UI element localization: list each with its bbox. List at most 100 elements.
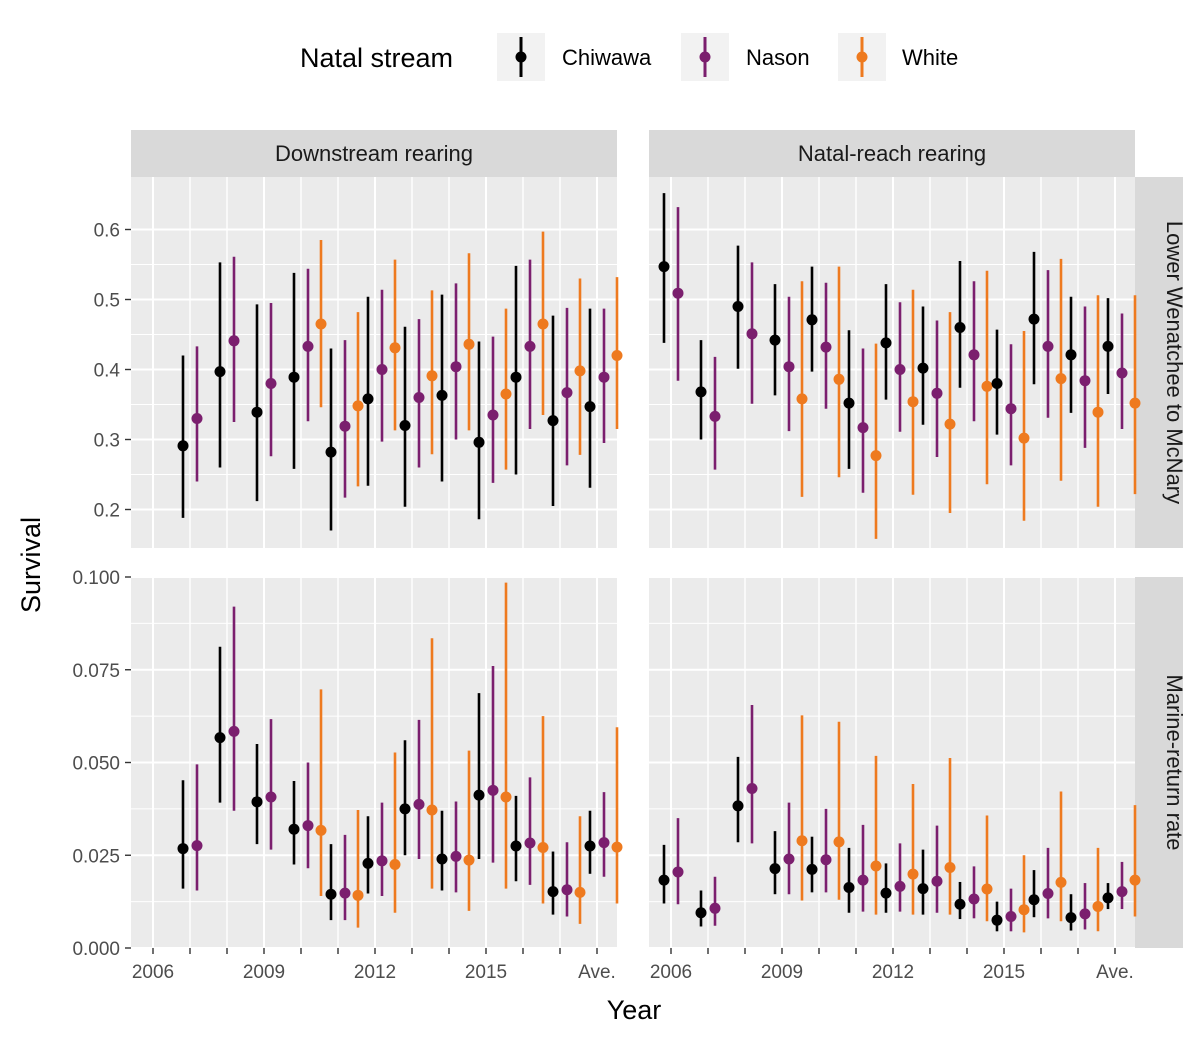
data-point-white-2016 bbox=[537, 841, 549, 853]
data-point-chiwawa-2006 bbox=[658, 874, 670, 886]
y-tick-label: 0.3 bbox=[94, 431, 120, 452]
legend: Natal stream Chiwawa Nason White bbox=[300, 33, 958, 81]
data-point-white-2017 bbox=[574, 365, 586, 377]
data-point-white-2013 bbox=[944, 861, 956, 873]
data-point-chiwawa-2014 bbox=[436, 389, 448, 401]
data-point-chiwawa-2016 bbox=[1028, 894, 1040, 906]
facet-panels: Downstream rearing Natal-reach rearing Low… bbox=[72, 130, 1187, 983]
data-point-white-2016 bbox=[1055, 373, 1067, 385]
data-point-nason-2007 bbox=[191, 840, 203, 852]
data-downstream-rearing-marine-return-rate bbox=[177, 582, 623, 928]
x-tick-label: Ave. bbox=[578, 962, 616, 983]
data-point-nason-2007 bbox=[191, 413, 203, 424]
data-point-chiwawa-2017 bbox=[1065, 349, 1077, 361]
data-point-white-2009 bbox=[796, 835, 808, 847]
facet-row-strip-label-lower-wenatchee-to-mcnary: Lower Wenatchee to McNary bbox=[1162, 221, 1187, 504]
data-point-white-2015 bbox=[1018, 904, 1030, 916]
data-point-chiwawa-2013 bbox=[399, 803, 411, 815]
data-point-chiwawa-2016 bbox=[510, 840, 522, 852]
data-point-nason-2016 bbox=[524, 837, 536, 849]
data-point-chiwawa-2008 bbox=[732, 301, 744, 312]
y-tick-label: 0.075 bbox=[72, 661, 120, 682]
data-point-white-2011 bbox=[352, 400, 364, 412]
data-point-chiwawa-2015 bbox=[473, 436, 485, 448]
data-point-chiwawa-2012 bbox=[880, 337, 892, 349]
data-point-chiwawa-ave bbox=[1102, 340, 1114, 352]
data-point-chiwawa-2016 bbox=[1028, 313, 1040, 325]
y-tick-label: 0.050 bbox=[72, 754, 120, 775]
panel-downstream-rearing-marine-return-rate bbox=[131, 576, 617, 949]
panel-natal-reach-rearing-marine-return-rate bbox=[649, 576, 1135, 949]
data-point-white-2017 bbox=[1092, 406, 1104, 418]
facet-row-strip-marine-return-rate bbox=[1135, 577, 1183, 948]
data-point-white-2015 bbox=[1018, 432, 1030, 444]
data-point-nason-2008 bbox=[228, 725, 240, 737]
data-point-chiwawa-2017 bbox=[547, 886, 559, 898]
data-point-nason-2014 bbox=[450, 850, 462, 862]
data-point-white-2017 bbox=[574, 886, 586, 898]
data-point-nason-2014 bbox=[968, 893, 980, 905]
data-point-chiwawa-2013 bbox=[917, 883, 929, 895]
data-point-nason-2013 bbox=[413, 392, 425, 403]
data-point-white-2014 bbox=[981, 883, 993, 895]
y-tick-label: 0.6 bbox=[94, 221, 120, 242]
data-point-chiwawa-2012 bbox=[362, 857, 374, 869]
legend-title: Natal stream bbox=[300, 43, 453, 73]
data-point-chiwawa-2013 bbox=[917, 362, 929, 374]
data-point-white-2016 bbox=[1055, 876, 1067, 888]
data-point-nason-2017 bbox=[561, 387, 573, 399]
data-point-chiwawa-2007 bbox=[177, 843, 189, 855]
facet-strip-label-downstream-rearing: Downstream rearing bbox=[275, 141, 473, 166]
data-point-chiwawa-2012 bbox=[880, 887, 892, 899]
data-point-chiwawa-2014 bbox=[954, 322, 966, 333]
data-point-nason-2014 bbox=[450, 361, 462, 373]
data-point-nason-ave bbox=[598, 837, 610, 849]
data-point-chiwawa-2011 bbox=[843, 882, 855, 894]
data-natal-reach-rearing-marine-return-rate bbox=[658, 704, 1141, 933]
legend-label-chiwawa: Chiwawa bbox=[562, 45, 652, 70]
data-point-nason-2011 bbox=[857, 422, 869, 434]
data-point-nason-2012 bbox=[894, 880, 906, 892]
data-point-nason-2011 bbox=[339, 420, 351, 432]
data-point-chiwawa-2009 bbox=[251, 406, 263, 418]
data-point-chiwawa-2015 bbox=[473, 789, 485, 801]
data-point-nason-2015 bbox=[487, 409, 499, 421]
x-tick-label: 2012 bbox=[872, 962, 914, 983]
data-point-chiwawa-2013 bbox=[399, 420, 411, 431]
data-point-white-2014 bbox=[981, 380, 993, 392]
data-point-nason-2009 bbox=[783, 361, 795, 373]
x-tick-label: 2009 bbox=[243, 962, 285, 983]
data-point-white-2010 bbox=[315, 824, 327, 836]
data-point-nason-2017 bbox=[1079, 375, 1091, 387]
facet-strip-natal-reach-rearing bbox=[649, 130, 1135, 177]
data-point-white-2017 bbox=[1092, 900, 1104, 912]
data-point-white-2014 bbox=[463, 854, 475, 866]
data-point-white-2011 bbox=[870, 450, 882, 462]
data-point-chiwawa-2016 bbox=[510, 371, 522, 383]
data-point-nason-2010 bbox=[302, 820, 314, 832]
data-point-nason-2015 bbox=[1005, 403, 1017, 415]
data-point-white-2010 bbox=[833, 373, 845, 385]
legend-label-nason: Nason bbox=[746, 45, 810, 70]
data-point-white-2015 bbox=[500, 388, 512, 400]
legend-label-white: White bbox=[902, 45, 958, 70]
data-point-white-2010 bbox=[315, 318, 327, 330]
data-point-nason-2009 bbox=[265, 791, 277, 803]
x-tick-label: 2006 bbox=[650, 962, 692, 983]
data-point-chiwawa-2015 bbox=[991, 378, 1003, 389]
data-point-nason-2013 bbox=[931, 875, 943, 887]
legend-key-point-white bbox=[856, 51, 868, 63]
data-point-chiwawa-2014 bbox=[436, 853, 448, 865]
data-point-white-2012 bbox=[907, 868, 919, 880]
x-tick-label: 2015 bbox=[465, 962, 507, 983]
data-point-nason-2017 bbox=[561, 884, 573, 896]
data-point-nason-2012 bbox=[376, 364, 388, 375]
data-point-chiwawa-2010 bbox=[806, 314, 818, 326]
data-point-nason-2010 bbox=[820, 341, 832, 353]
data-point-nason-2015 bbox=[1005, 910, 1017, 922]
panel-natal-reach-rearing-lower-wenatchee-to-mcnary bbox=[649, 177, 1135, 548]
y-tick-label: 0.2 bbox=[94, 501, 120, 522]
data-point-nason-2009 bbox=[783, 853, 795, 865]
data-point-nason-2011 bbox=[857, 874, 869, 886]
data-point-nason-2010 bbox=[820, 854, 832, 866]
